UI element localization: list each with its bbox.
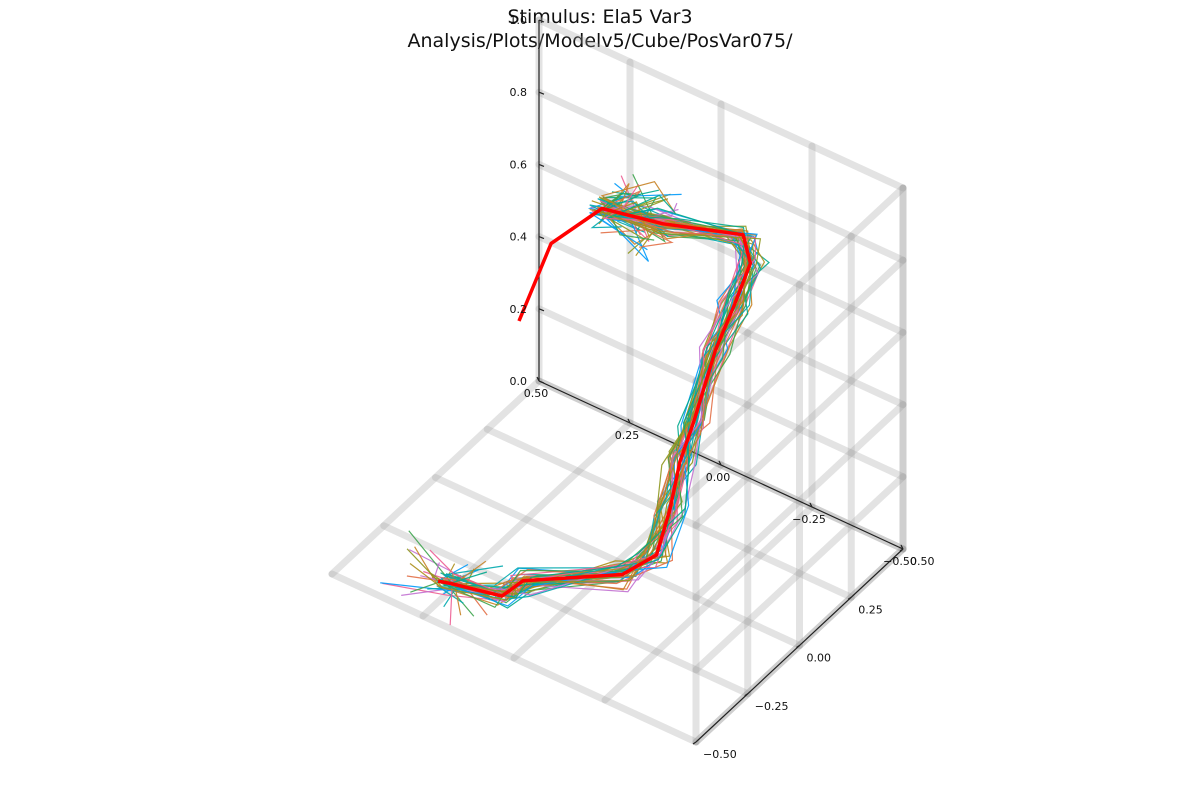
side-wall-grid-line	[692, 184, 907, 385]
back-wall-grid-line	[535, 160, 907, 336]
z-tick-label: 1.0	[510, 14, 528, 27]
y-tick-label: −0.50	[703, 748, 737, 761]
tick-labels-layer: −0.50−0.250.000.250.50−0.50−0.250.000.25…	[510, 14, 935, 761]
z-tick-label: 0.6	[510, 158, 528, 171]
y-tick-mark	[692, 741, 697, 745]
side-wall-grid-line	[692, 473, 907, 674]
back-wall-grid-line	[535, 88, 907, 264]
y-tick-label: 0.25	[858, 603, 883, 616]
back-wall-grid-line	[535, 305, 907, 481]
y-tick-label: 0.50	[910, 555, 935, 568]
side-wall-grid-line	[692, 256, 907, 457]
z-tick-mark	[538, 91, 545, 95]
y-tick-mark	[899, 548, 904, 552]
side-wall-grid-line	[692, 328, 907, 529]
floor-grid-line	[380, 522, 752, 698]
x-tick-mark	[718, 460, 722, 466]
z-tick-label: 0.2	[510, 303, 528, 316]
chart-subtitle: Analysis/Plots/Modelv5/Cube/PosVar075/	[407, 30, 793, 52]
z-tick-mark	[538, 308, 545, 312]
z-tick-label: 0.8	[510, 86, 528, 99]
y-tick-mark	[847, 596, 852, 600]
z-tick-mark	[538, 163, 545, 167]
x-tick-label: 0.25	[615, 429, 640, 442]
x-tick-mark	[536, 376, 540, 382]
floor-grid-line	[328, 377, 543, 578]
grid-layer	[328, 16, 907, 746]
x-tick-label: −0.25	[792, 513, 826, 526]
y-tick-mark	[796, 645, 800, 648]
back-wall-grid-line	[535, 16, 907, 192]
floor-grid-line	[328, 570, 700, 746]
z-tick-mark	[538, 380, 545, 384]
y-tick-label: 0.00	[807, 652, 832, 665]
x-tick-label: −0.50	[883, 555, 917, 568]
x-tick-label: 0.00	[706, 471, 731, 484]
z-tick-mark	[538, 236, 545, 240]
x-tick-label: 0.50	[524, 387, 549, 400]
reference-trajectory-layer	[437, 206, 753, 598]
y-tick-mark	[744, 693, 749, 697]
reference-trajectory-line	[437, 206, 753, 598]
x-tick-mark	[900, 544, 904, 550]
x-tick-mark	[627, 418, 631, 424]
floor-grid-line	[601, 503, 816, 704]
z-tick-label: 0.0	[510, 375, 528, 388]
sample-trajectory-line	[406, 209, 762, 596]
axis-layer	[536, 19, 904, 745]
y-tick-label: −0.25	[755, 700, 789, 713]
z-tick-label: 0.4	[510, 231, 528, 244]
z-tick-mark	[538, 19, 545, 23]
chart-title: Stimulus: Ela5 Var3	[507, 6, 693, 28]
sample-trajectory-line	[443, 194, 746, 598]
x-tick-mark	[809, 502, 813, 508]
